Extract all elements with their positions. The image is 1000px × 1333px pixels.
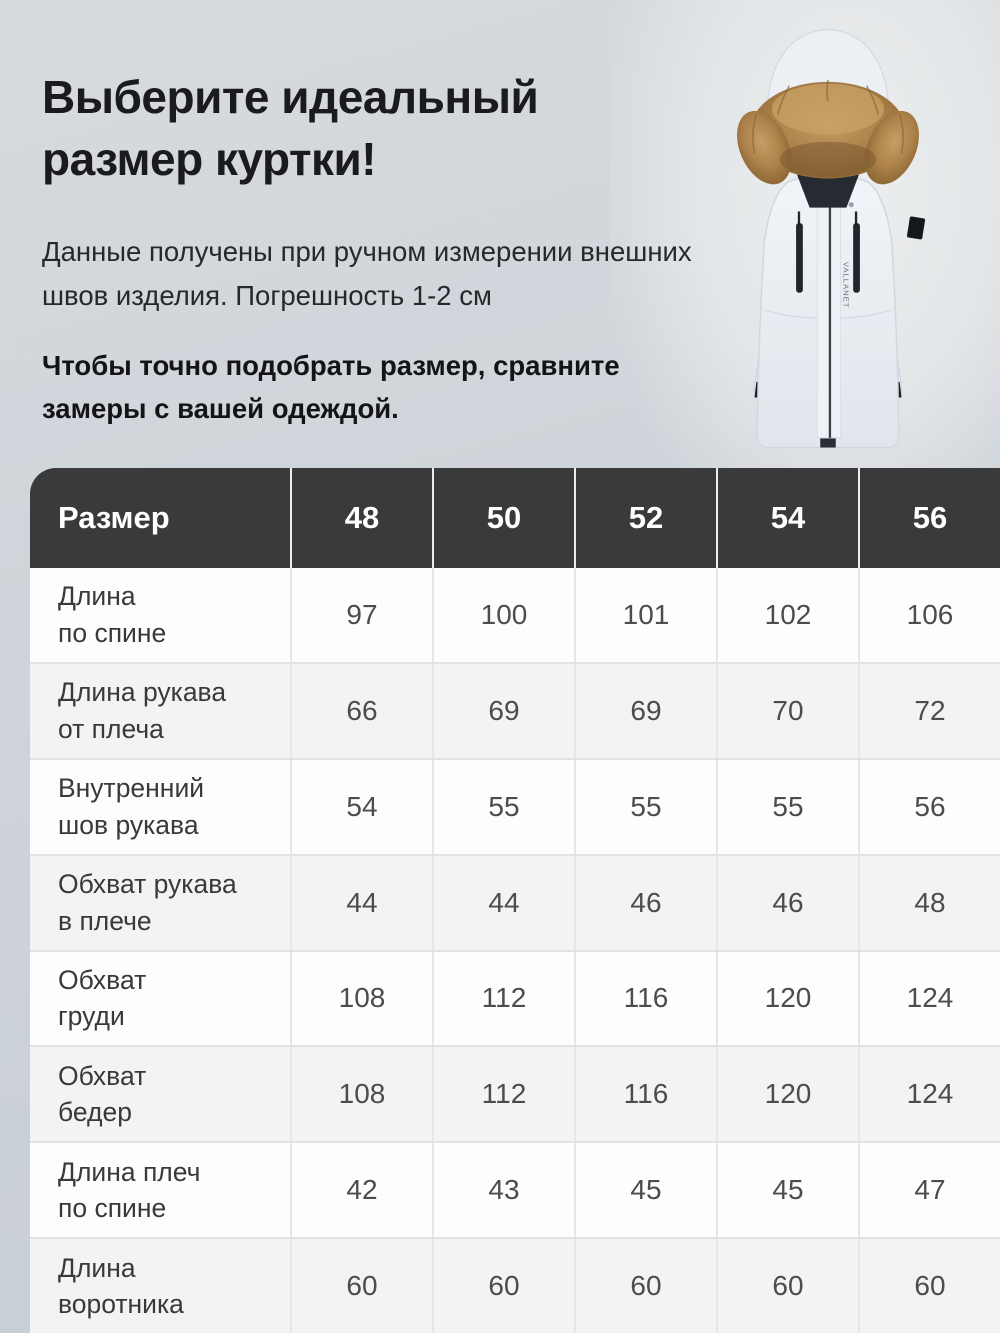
cell-value: 72	[858, 663, 1000, 758]
cell-value: 108	[290, 1047, 432, 1142]
row-label: Обхват груди	[58, 964, 147, 1032]
cell-value: 60	[574, 1239, 716, 1333]
jacket-brand-text: VALLANET	[841, 262, 850, 309]
cell-value: 70	[716, 663, 858, 758]
table-header-row: Размер 48 50 52 54 56	[30, 468, 1000, 568]
row-label: Обхват бедер	[58, 1060, 147, 1128]
table-row: Длина рукава от плеча 66 69 69 70 72	[30, 661, 1000, 758]
cell-value: 102	[716, 568, 858, 662]
size-column-header: 48	[290, 468, 432, 568]
cell-value: 101	[574, 568, 716, 662]
table-row: Внутренний шов рукава 54 55 55 55 56	[30, 757, 1000, 854]
table-row: Длина по спине 97 100 101 102 106	[30, 568, 1000, 662]
cell-value: 106	[858, 568, 1000, 662]
cell-value: 43	[432, 1143, 574, 1238]
cell-value: 112	[432, 951, 574, 1046]
cell-value: 55	[716, 759, 858, 854]
cell-value: 120	[716, 951, 858, 1046]
sizing-advice: Чтобы точно подобрать размер, сравните з…	[42, 350, 620, 424]
cell-value: 56	[858, 759, 1000, 854]
size-column-header: 52	[574, 468, 716, 568]
page-title-line1: Выберите идеальный	[42, 71, 539, 123]
cell-value: 60	[290, 1239, 432, 1333]
row-label: Обхват рукава в плече	[58, 869, 237, 936]
jacket-illustration: VALLANET	[737, 28, 926, 449]
cell-value: 108	[290, 951, 432, 1046]
cell-value: 60	[432, 1239, 574, 1333]
cell-value: 124	[858, 951, 1000, 1046]
table-body: Длина по спине 97 100 101 102 106 Длина рукава…	[30, 568, 1000, 1333]
cell-value: 112	[432, 1047, 574, 1142]
table-row: Обхват бедер 108 112 116 120 124	[30, 1045, 1000, 1142]
table-row: Длина плеч по спине 42 43 45 45 47	[30, 1141, 1000, 1238]
size-column-header: 56	[858, 468, 1000, 568]
cell-value: 48	[858, 855, 1000, 950]
table-row: Длина воротника 60 60 60 60 60	[30, 1237, 1000, 1333]
cell-value: 60	[716, 1239, 858, 1333]
cell-value: 42	[290, 1143, 432, 1238]
cell-value: 47	[858, 1143, 1000, 1238]
size-header-label: Размер	[58, 500, 170, 535]
cell-value: 44	[432, 855, 574, 950]
cell-value: 60	[858, 1239, 1000, 1333]
size-table: Размер 48 50 52 54 56 Длина по спине 97 100 101 1…	[30, 468, 1000, 1333]
row-label: Длина воротника	[58, 1252, 184, 1320]
row-label: Внутренний шов рукава	[58, 773, 205, 840]
row-label: Длина рукава от плеча	[58, 677, 227, 744]
cell-value: 69	[574, 663, 716, 758]
table-row: Обхват рукава в плече 44 44 46 46 48	[30, 853, 1000, 950]
cell-value: 124	[858, 1047, 1000, 1142]
size-column-header: 54	[716, 468, 858, 568]
row-label: Длина по спине	[58, 581, 167, 648]
cell-value: 44	[290, 855, 432, 950]
cell-value: 54	[290, 759, 432, 854]
cell-value: 69	[432, 663, 574, 758]
measurement-disclaimer: Данные получены при ручном измерении вне…	[42, 236, 692, 311]
cell-value: 116	[574, 951, 716, 1046]
cell-value: 45	[574, 1143, 716, 1238]
cell-value: 55	[432, 759, 574, 854]
cell-value: 97	[290, 568, 432, 662]
page-title: Выберите идеальный размер куртки!	[42, 66, 702, 190]
row-label: Длина плеч по спине	[58, 1156, 201, 1224]
size-column-header: 50	[432, 468, 574, 568]
cell-value: 45	[716, 1143, 858, 1238]
intro-block: Выберите идеальный размер куртки! Данные …	[42, 66, 702, 430]
page-title-line2: размер куртки!	[42, 133, 377, 186]
table-row: Обхват груди 108 112 116 120 124	[30, 949, 1000, 1046]
jacket-photo: VALLANET	[668, 18, 988, 463]
cell-value: 46	[716, 855, 858, 950]
cell-value: 46	[574, 855, 716, 950]
cell-value: 100	[432, 568, 574, 662]
cell-value: 66	[290, 663, 432, 758]
cell-value: 116	[574, 1047, 716, 1142]
cell-value: 120	[716, 1047, 858, 1142]
cell-value: 55	[574, 759, 716, 854]
